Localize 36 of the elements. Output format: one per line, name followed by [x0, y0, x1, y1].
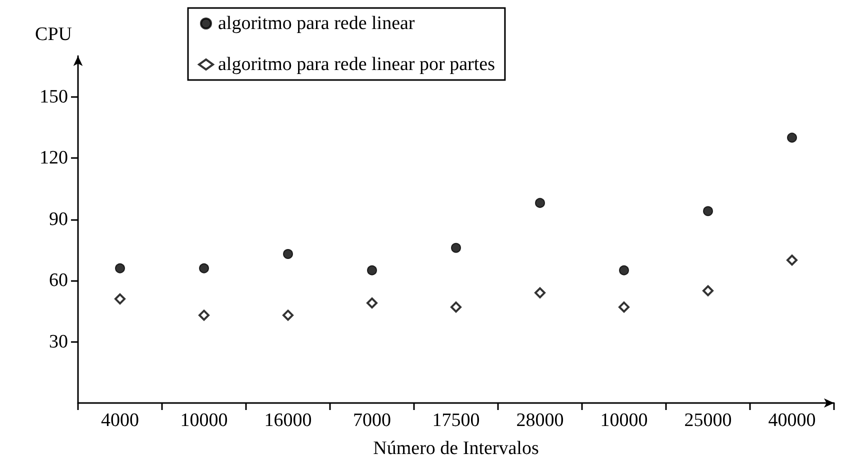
- point: [198, 310, 210, 321]
- legend-label: algoritmo para rede linear: [218, 13, 416, 34]
- x-tick-label: 4000: [101, 410, 139, 431]
- x-tick-label: 17500: [432, 410, 480, 431]
- x-tick-label: 16000: [264, 410, 312, 431]
- point: [703, 206, 713, 216]
- point: [534, 287, 546, 298]
- point: [283, 248, 293, 259]
- y-tick-label: 150: [40, 86, 68, 108]
- x-tick-label: 7000: [353, 410, 391, 431]
- point: [366, 297, 378, 308]
- x-tick-label: 28000: [516, 410, 564, 431]
- point: [535, 198, 545, 208]
- y-tick-label: 90: [49, 208, 68, 230]
- point: [114, 293, 126, 304]
- y-axis-title: CPU: [35, 24, 72, 45]
- point: [115, 263, 125, 274]
- point: [786, 254, 798, 266]
- point: [282, 310, 294, 321]
- point: [451, 242, 461, 253]
- y-tick-label: 30: [49, 331, 68, 352]
- x-axis-title: Número de Intervalos: [373, 438, 539, 459]
- y-tick-label: 120: [40, 148, 68, 169]
- x-tick-label: 25000: [684, 410, 732, 431]
- point: [618, 302, 630, 313]
- point: [450, 302, 462, 313]
- point: [619, 265, 629, 276]
- x-tick-label: 10000: [600, 410, 648, 431]
- point: [199, 263, 209, 274]
- legend-label: algoritmo para rede linear por partes: [218, 54, 495, 75]
- x-tick-label: 10000: [180, 410, 228, 431]
- point: [702, 285, 714, 296]
- point: [787, 132, 797, 143]
- y-tick-label: 60: [49, 270, 68, 292]
- x-tick-label: 40000: [768, 410, 816, 431]
- point: [367, 265, 377, 276]
